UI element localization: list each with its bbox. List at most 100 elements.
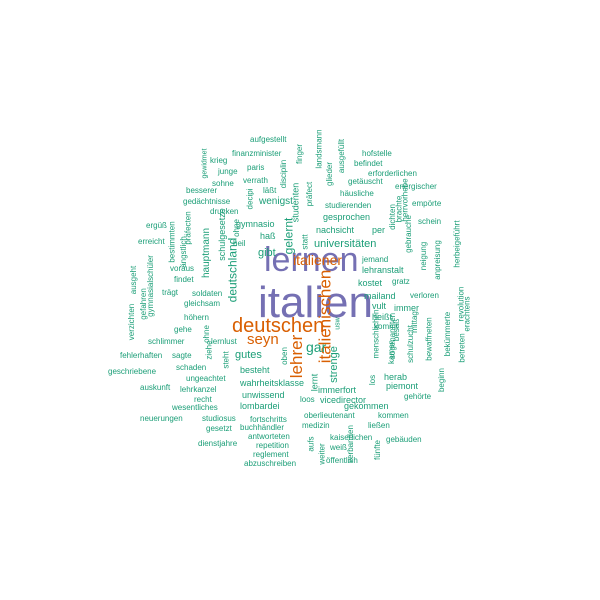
word-cloud-term: buchhändler [240,423,285,432]
word-cloud-term: ergüß [146,221,167,230]
word-cloud-term: beginn [437,367,447,393]
word-cloud-term: recht [194,395,212,404]
word-cloud-term: finger [295,143,305,165]
word-cloud-term: wenigst [259,196,293,207]
word-cloud-term: besserer [186,186,218,195]
word-cloud-term: gratz [392,277,410,286]
word-cloud-term: verzichten [127,303,137,341]
word-cloud-term: kaiserlichen [330,433,373,442]
word-cloud-term: empörte [412,199,442,208]
word-cloud-term: kostet [358,278,383,288]
word-cloud-term: gehörte [404,392,432,401]
word-cloud-term: geschriebene [108,367,157,376]
word-cloud-term: erforderlichen [368,169,417,178]
word-cloud-term: junge [218,167,238,176]
word-cloud-term: gutes [235,349,262,361]
word-cloud-term: lernlust [211,337,237,346]
word-cloud-term: aufs [306,436,316,452]
word-cloud-term: gelernt [281,217,296,255]
word-cloud-term: höhern [184,313,209,322]
word-cloud-term: abzuschreiben [244,459,297,468]
word-cloud-term: ungeachtet [186,374,226,383]
word-cloud-term: lehrer [287,334,307,379]
word-cloud-term: soldaten [192,289,223,298]
word-cloud-term: wesentliches [172,403,218,412]
word-cloud-term: energischer [395,182,437,191]
word-cloud-term: repetition [256,441,289,450]
word-cloud-term: öffentlich [326,456,358,465]
word-cloud-term: loos [300,395,315,404]
word-cloud-term: gymnasio [236,219,275,229]
word-cloud-term: landsmann [314,129,324,169]
word-cloud-term: ausgeht [129,265,139,295]
word-cloud-term: kamen [387,339,397,365]
word-cloud-term: gibt [258,247,276,259]
word-cloud-term: weiter [317,443,327,465]
word-cloud-term: reglement [253,450,289,459]
word-cloud-term: lernen [264,241,359,279]
word-cloud-term: unwissend [242,390,285,400]
word-cloud-term: verrath [243,176,268,185]
word-cloud-term: bestimmten [167,221,177,263]
word-cloud-term: heil [233,239,246,248]
word-cloud-term: gymnasialschüler [145,255,155,317]
word-cloud-term: wahrheitsklasse [240,378,305,388]
word-cloud-term: oberlieutenant [304,411,355,420]
word-cloud-term: studierenden [325,201,372,210]
word-cloud-term: lombardei [240,401,280,411]
word-cloud-term: jemand [362,255,389,264]
word-cloud-term: decipi [245,188,255,210]
word-cloud-term: statt [300,234,310,250]
word-cloud-term: vicedirector [320,395,367,405]
word-cloud-term: fortschritts [250,415,287,424]
word-cloud-term: seyn [247,331,279,348]
word-cloud-term: fünfte [373,439,383,461]
word-cloud-term: dienstjahre [198,439,238,448]
word-cloud-term: neuerungen [140,414,183,423]
word-cloud-term: gedächtnisse [183,197,231,206]
word-cloud-term: medizin [302,421,330,430]
word-cloud-term: gesprochen [323,212,371,222]
word-cloud-term: gekommen [344,401,389,411]
word-cloud-term: los [368,374,378,386]
word-cloud-term: getäuscht [348,177,383,186]
word-cloud-term: deutschen [232,315,325,337]
word-cloud-term: immerfort [318,385,356,395]
word-cloud-term: weiß [330,443,347,452]
word-cloud-term: heißt [372,312,393,322]
word-cloud-term: nachsicht [316,225,355,235]
word-cloud-term: anpreisung [432,240,442,280]
word-cloud-term: herbeigeführt [452,220,462,268]
word-cloud-term: haß [260,231,276,241]
word-cloud-term: lehranstalt [362,265,404,275]
word-cloud-term: kommen [378,411,409,420]
word-cloud-term: studenten [290,182,301,223]
word-cloud-term: krieg [210,156,228,165]
word-cloud-term: menschlichen [371,309,381,359]
word-cloud-term: per [372,225,386,235]
word-cloud-term: disciplin [279,159,289,189]
word-cloud-term: erreicht [138,237,165,246]
word-cloud-term: vult [372,301,387,311]
word-cloud-term: hofstelle [362,149,392,158]
word-cloud-term: herab [384,372,408,382]
word-cloud-term: studiosus [202,414,236,423]
word-cloud-term: erachtens [462,296,472,332]
word-cloud-term: gewidmet [201,148,209,179]
word-cloud-term: läßt [263,186,277,195]
word-cloud-term: piemont [386,381,419,391]
word-cloud-term: schaden [176,363,207,372]
word-cloud-term: gar [306,339,327,355]
word-cloud-term: italien [258,278,373,327]
word-cloud-term: steht [221,351,231,369]
word-cloud-term: gesetzt [206,424,232,433]
word-cloud-term: paris [247,163,265,172]
word-cloud-term: italiener [293,252,343,268]
word-cloud-term: verbanden [345,425,355,463]
word-cloud-term: universitäten [314,238,377,250]
word-cloud-term: schulzucht [405,325,415,363]
word-cloud-term: trägt [162,288,179,297]
word-cloud-term: gebäuden [386,435,422,444]
word-cloud-term: gehe [174,325,192,334]
